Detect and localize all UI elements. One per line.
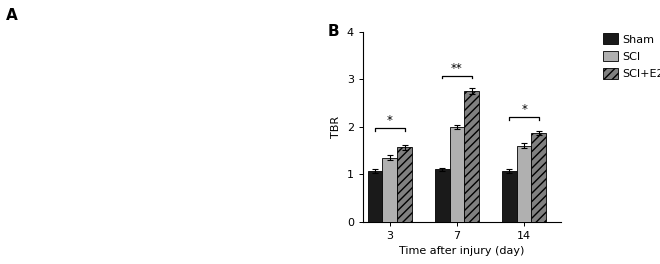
Text: A: A: [7, 8, 18, 23]
Bar: [368, 171, 382, 222]
Text: **: **: [451, 62, 463, 75]
Text: B: B: [327, 24, 339, 39]
Bar: [517, 146, 531, 222]
Bar: [531, 133, 546, 222]
Bar: [435, 169, 449, 222]
X-axis label: Time after injury (day): Time after injury (day): [399, 246, 525, 256]
Legend: Sham, SCI, SCI+E2: Sham, SCI, SCI+E2: [603, 34, 660, 79]
Bar: [465, 91, 479, 222]
Bar: [397, 147, 412, 222]
Bar: [502, 171, 517, 222]
Text: *: *: [387, 114, 393, 127]
Text: *: *: [521, 103, 527, 116]
Bar: [382, 158, 397, 222]
Bar: [449, 127, 465, 222]
Y-axis label: TBR: TBR: [331, 116, 341, 138]
